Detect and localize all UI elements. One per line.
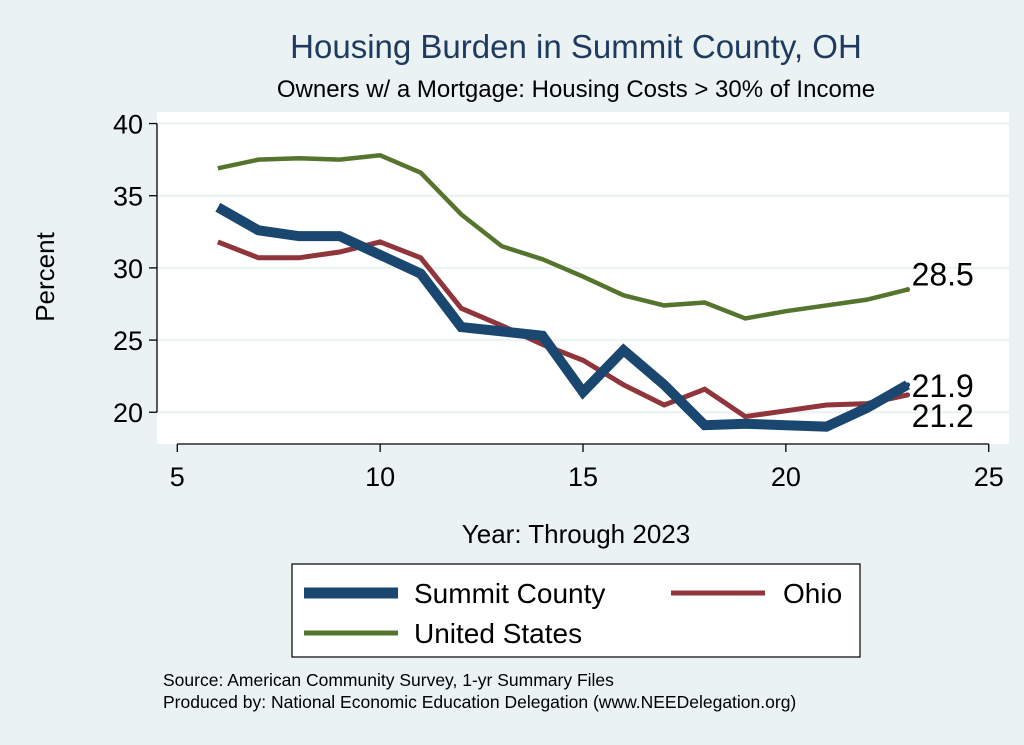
source-note: Source: American Community Survey, 1-yr … <box>163 670 614 690</box>
producer-note: Produced by: National Economic Education… <box>163 692 796 712</box>
x-tick-label: 15 <box>568 462 598 492</box>
series-lines <box>215 153 911 432</box>
series-line-summit-county <box>215 202 911 432</box>
x-tick-label: 20 <box>771 462 801 492</box>
y-tick-label: 30 <box>113 254 143 284</box>
end-labels: 21.921.2 28.5 <box>912 257 974 434</box>
y-tick-label: 25 <box>113 326 143 356</box>
y-tick-label: 20 <box>113 398 143 428</box>
x-tick-label: 25 <box>974 462 1004 492</box>
legend-label-us: United States <box>414 618 582 649</box>
y-axis: 20 25 30 35 40 <box>113 110 158 428</box>
x-tick-label: 5 <box>170 462 185 492</box>
chart-title: Housing Burden in Summit County, OH <box>290 28 862 65</box>
y-tick-label: 35 <box>113 182 143 212</box>
x-tick-label: 10 <box>365 462 395 492</box>
legend: Summit County Ohio United States <box>291 563 861 658</box>
end-marker-summit-county <box>905 382 911 388</box>
x-axis: 5 10 15 20 25 <box>170 443 1004 492</box>
legend-box <box>291 563 861 658</box>
series-line-united-states <box>217 153 909 321</box>
x-axis-title: Year: Through 2023 <box>462 519 690 549</box>
end-marker-ohio <box>905 392 911 398</box>
y-tick-label: 40 <box>113 110 143 140</box>
end-label-ohio: 21.2 <box>912 398 974 434</box>
series-line-ohio <box>216 239 909 420</box>
legend-label-ohio: Ohio <box>783 578 842 609</box>
chart-subtitle: Owners w/ a Mortgage: Housing Costs > 30… <box>277 76 875 103</box>
end-marker-united-states <box>905 287 911 293</box>
legend-label-summit: Summit County <box>414 578 605 609</box>
y-axis-title: Percent <box>30 231 60 321</box>
end-label-summit-county: 21.9 <box>912 368 974 404</box>
end-label-united-states: 28.5 <box>912 257 974 293</box>
